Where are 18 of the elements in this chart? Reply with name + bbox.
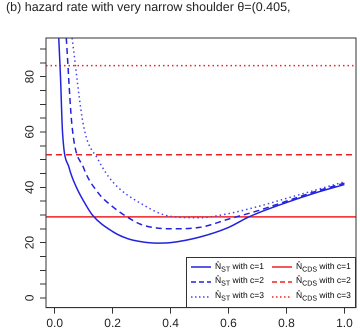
legend-label: N̂$_{CDS}$ with c=3 — [296, 290, 351, 304]
x-tick-label: 0.2 — [104, 316, 122, 330]
y-tick-label: 0 — [22, 294, 36, 302]
y-tick-label: 80 — [22, 70, 36, 84]
y-tick-label: 40 — [22, 180, 36, 194]
legend-label: N̂$_{ST}$ with c=3 — [215, 290, 264, 304]
x-tick-label: 0.8 — [278, 316, 296, 330]
x-tick-label: 1.0 — [336, 316, 354, 330]
chart-title: (b) hazard rate with very narrow shoulder θ=(0.405, — [6, 0, 291, 14]
legend-label: N̂$_{ST}$ with c=1 — [215, 260, 264, 274]
legend-label: N̂$_{CDS}$ with c=2 — [296, 275, 351, 289]
y-tick-label: 20 — [22, 236, 36, 250]
legend-label: N̂$_{ST}$ with c=2 — [215, 275, 264, 289]
x-tick-label: 0.0 — [46, 316, 64, 330]
x-tick-label: 0.4 — [162, 316, 180, 330]
legend-label: N̂$_{CDS}$ with c=1 — [296, 260, 351, 274]
x-tick-label: 0.6 — [220, 316, 238, 330]
y-tick-label: 60 — [22, 125, 36, 139]
